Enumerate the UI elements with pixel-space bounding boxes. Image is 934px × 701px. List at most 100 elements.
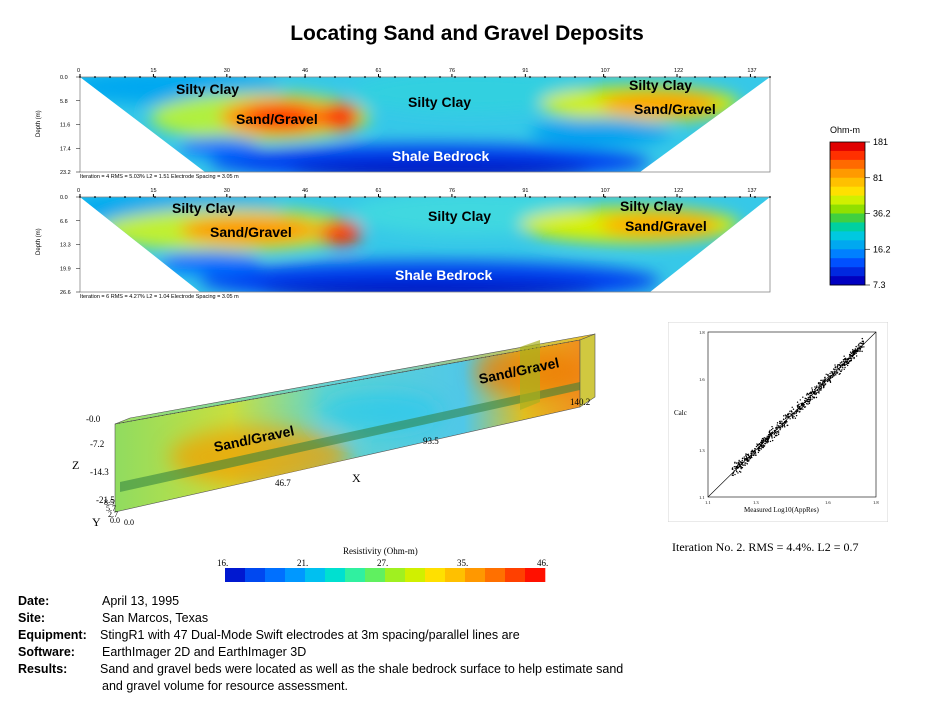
info-label: Software:: [18, 645, 75, 659]
electrode-marker: [109, 196, 111, 198]
scatter-point: [761, 446, 763, 449]
section2-label-shale: Shale Bedrock: [395, 267, 492, 283]
scatter-point: [734, 467, 736, 470]
block3d-x-tick-1: 93.5: [423, 436, 439, 446]
scatter-point: [814, 387, 817, 390]
electrode-marker: [139, 76, 141, 78]
scatter-point: [811, 387, 813, 389]
scatter-point: [794, 413, 796, 415]
scatter-point: [829, 381, 832, 384]
scatter-point: [737, 464, 739, 466]
colorbar-swatch: [830, 159, 865, 170]
info-value: EarthImager 2D and EarthImager 3D: [102, 645, 307, 659]
scatter-point: [848, 355, 851, 357]
scatter-point: [858, 350, 861, 352]
electrode-marker: [769, 196, 771, 198]
scatter-point: [785, 417, 787, 420]
electrode-marker: [589, 76, 591, 78]
scatter-point: [857, 345, 859, 347]
scatter-point: [762, 444, 765, 446]
electrode-marker: [364, 196, 366, 198]
scatter-point: [767, 433, 770, 436]
scatter-point: [838, 368, 841, 371]
scatter-point: [745, 462, 747, 464]
scatter-point: [743, 456, 745, 458]
scatter-point: [783, 423, 785, 426]
section2-depth-tick: 13.3: [60, 243, 71, 249]
scatter-point: [820, 387, 822, 390]
scatter-point: [818, 389, 821, 391]
colorbar-swatch: [830, 249, 865, 259]
colorbar-tick: 7.3: [873, 280, 886, 290]
scatter-point: [829, 372, 831, 375]
section1-x-tick: 30: [224, 68, 230, 74]
scatter-point: [781, 426, 784, 428]
scatter-point: [762, 446, 764, 449]
scatter-point: [766, 442, 768, 444]
info-row: Site: San Marcos, Texas: [18, 611, 208, 625]
scatter-point: [784, 426, 786, 428]
info-row: Software: EarthImager 2D and EarthImager …: [18, 645, 306, 659]
scatter-point: [777, 430, 780, 432]
scatter-x-tick: 1.8: [873, 500, 879, 505]
info-row: and gravel volume for resource assessmen…: [18, 679, 348, 693]
scatter-point: [831, 371, 834, 374]
scatter-point: [808, 402, 811, 405]
electrode-marker: [394, 76, 396, 78]
scatter-y-tick: 1.3: [699, 448, 705, 453]
scatter-point: [831, 372, 834, 375]
section2-x-tick: 46: [302, 188, 308, 194]
electrode-marker: [154, 76, 156, 78]
electrode-marker: [679, 196, 681, 198]
scatter-y-tick: 1.8: [699, 330, 705, 335]
scatter-point: [800, 402, 802, 405]
scatter-point: [825, 373, 827, 375]
ohm-colorbar: Ohm-m 181 81 36.2 16.2 7.3: [829, 125, 891, 290]
electrode-marker: [529, 196, 531, 198]
block3d-z-tick-2: -14.3: [90, 467, 109, 477]
scatter-point: [741, 457, 744, 460]
scatter-point: [781, 420, 783, 422]
resistivity-swatch: [245, 568, 266, 582]
electrode-marker: [274, 76, 276, 78]
scatter-point: [796, 401, 799, 403]
resistivity-tick: 35.: [457, 558, 468, 568]
scatter-point: [844, 366, 846, 369]
colorbar-swatch: [830, 258, 865, 268]
block3d-x-origin: 0.0: [124, 518, 134, 527]
scatter-point: [827, 373, 829, 376]
scatter-point: [801, 406, 804, 408]
section2-label-sand-gravel-right: Sand/Gravel: [625, 218, 707, 234]
scatter-point: [736, 470, 738, 473]
scatter-point: [861, 340, 864, 343]
colorbar-swatch: [830, 240, 865, 250]
block3d-y-tick-0: 8.5: [104, 498, 114, 507]
scatter-point: [831, 376, 834, 378]
scatter-point: [775, 434, 778, 437]
electrode-marker: [124, 196, 126, 198]
electrode-marker: [499, 196, 501, 198]
scatter-point: [797, 406, 799, 408]
electrode-marker: [604, 196, 606, 198]
section2-label-silty-clay-mid: Silty Clay: [428, 208, 491, 224]
scatter-point: [804, 399, 806, 402]
electrode-marker: [139, 196, 141, 198]
electrode-marker: [394, 196, 396, 198]
scatter-point: [771, 425, 773, 428]
scatter-point: [792, 408, 795, 410]
scatter-point: [757, 449, 760, 452]
colorbar-swatch: [830, 168, 865, 179]
section2-depth-tick: 26.6: [60, 290, 71, 296]
section1-depth-tick: 17.4: [60, 146, 71, 152]
scatter-point: [818, 392, 820, 394]
resistivity-swatch: [345, 568, 366, 582]
scatter-point: [862, 342, 865, 344]
scatter-point: [824, 376, 826, 379]
scatter-point: [777, 425, 780, 427]
scatter-point: [732, 468, 734, 471]
electrode-marker: [664, 76, 666, 78]
electrode-marker: [724, 76, 726, 78]
scatter-point: [745, 455, 747, 458]
scatter-point: [754, 451, 757, 454]
scatter-point: [861, 337, 864, 340]
